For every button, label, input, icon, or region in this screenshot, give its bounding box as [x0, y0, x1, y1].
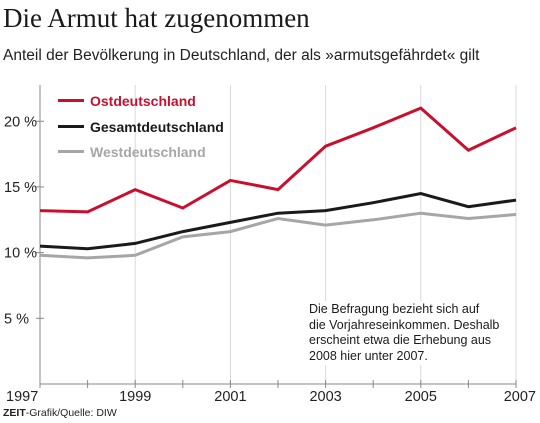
legend-label-ost: Ostdeutschland	[90, 93, 196, 109]
legend-swatch-west	[58, 149, 84, 153]
legend-swatch-gesamt	[58, 124, 84, 128]
legend-item-west: Westdeutschland	[58, 143, 206, 161]
y-tick-label: 10 %	[4, 246, 37, 262]
chart-axes	[36, 85, 517, 388]
chart-subtitle: Anteil der Bevölkerung in Deutschland, d…	[3, 47, 480, 64]
x-tick-label: 1997	[6, 389, 38, 405]
y-tick-label: 5 %	[4, 311, 29, 327]
legend-label-gesamt: Gesamtdeutschland	[90, 119, 224, 135]
x-tick-label: 2003	[309, 389, 341, 405]
series-line-gesamt	[39, 191, 517, 251]
annotation-line: Die Befragung bezieht sich auf	[309, 302, 480, 316]
x-tick-label: 2005	[405, 389, 437, 405]
series-line-west	[39, 211, 517, 260]
legend-swatch-ost	[58, 98, 84, 102]
y-tick-label: 15 %	[4, 180, 37, 196]
x-tick-label: 1999	[119, 389, 151, 405]
y-tick-label: 20 %	[4, 114, 37, 130]
source-brand: ZEIT	[3, 407, 26, 419]
source-credit: ZEIT-Grafik/Quelle: DIW	[3, 406, 117, 420]
chart-series	[39, 106, 517, 260]
annotation-line: die Vorjahreseinkommen. Deshalb	[309, 317, 500, 332]
chart-title: Die Armut hat zugenommen	[3, 3, 310, 33]
chart-annotation: Die Befragung bezieht sich auf die Vorja…	[307, 301, 511, 365]
series-line-ost	[39, 106, 517, 214]
legend-item-ost: Ostdeutschland	[58, 92, 196, 110]
annotation-line: erscheint etwa die Erhebung aus	[309, 333, 492, 347]
x-tick-label: 2001	[214, 389, 246, 405]
chart-tick-labels: 5 % 10 % 15 % 20 % 1997 1999 2001 2003 2005 2007	[4, 114, 536, 405]
x-tick-label: 2007	[504, 389, 536, 405]
annotation-line: 2008 hier unter 2007.	[309, 348, 428, 363]
legend-label-west: Westdeutschland	[90, 144, 206, 160]
source-text: -Grafik/Quelle: DIW	[25, 407, 117, 419]
legend-item-gesamt: Gesamtdeutschland	[58, 118, 224, 136]
